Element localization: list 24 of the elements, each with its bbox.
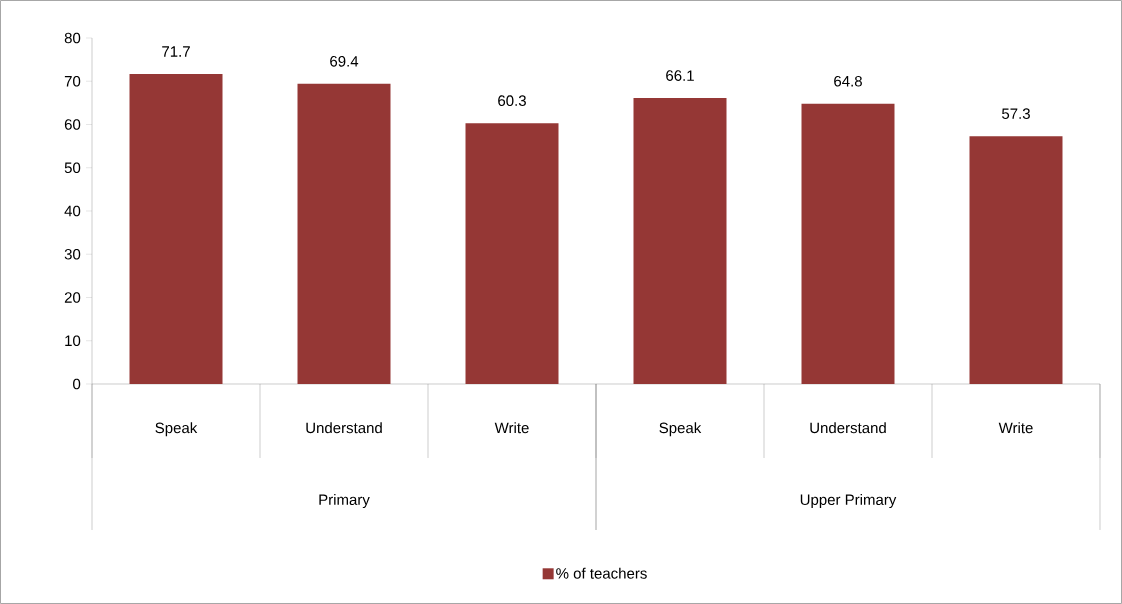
legend-label: % of teachers	[556, 567, 647, 579]
data-label: 71.7	[162, 46, 190, 57]
y-tick-label: 10	[65, 335, 81, 347]
x-tick-label: Speak	[155, 422, 198, 437]
text: Primary	[319, 494, 370, 508]
data-label: 69.4	[330, 56, 359, 67]
x-tick-label: Write	[998, 422, 1033, 434]
data-label: 60.3	[498, 95, 526, 106]
y-tick-label: 80	[64, 32, 81, 44]
y-tick-label: 60	[64, 119, 81, 130]
x-tick-label: Speak	[659, 422, 702, 437]
y-tick-label: 50	[64, 162, 81, 174]
y-tick-label: 30	[64, 248, 81, 260]
data-label: 57.3	[1002, 108, 1030, 119]
y-tick-label: 0	[73, 378, 81, 390]
y-tick-label: 20	[64, 292, 81, 303]
x-tick-label: Write	[494, 422, 529, 434]
text: Upper Primary	[800, 494, 897, 508]
y-tick-label: 70	[64, 75, 81, 87]
y-tick-label: 40	[64, 205, 81, 217]
data-label: 64.8	[834, 75, 862, 87]
x-tick-label: Understand	[810, 422, 886, 434]
x-tick-label: Understand	[306, 422, 382, 434]
data-label: 66.1	[666, 70, 694, 81]
